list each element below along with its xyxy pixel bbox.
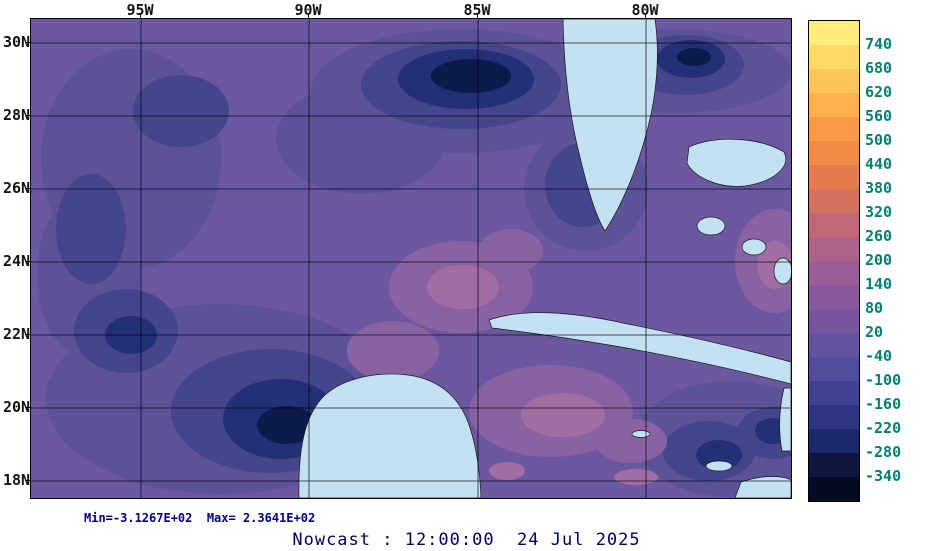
- colorbar: [808, 20, 860, 502]
- colorbar-tick-label: 740: [865, 35, 893, 53]
- lat-tick-mark: [26, 188, 30, 189]
- colorbar-segment: [809, 141, 859, 165]
- gridlines: [31, 19, 791, 498]
- land-bahamas-bank: [686, 138, 787, 187]
- colorbar-tick-label: 200: [865, 251, 893, 269]
- lon-tick-mark: [308, 14, 309, 18]
- colorbar-tick-label: 320: [865, 203, 893, 221]
- lat-tick-mark: [26, 480, 30, 481]
- field-band-darkest: [257, 48, 711, 444]
- colorbar-segment: [809, 429, 859, 453]
- gulf-of-mexico-field-map: [31, 19, 791, 498]
- colorbar-segment: [809, 237, 859, 261]
- nowcast-title: Nowcast : 12:00:00 24 Jul 2025: [292, 530, 641, 550]
- land-bahamas-island: [696, 216, 726, 236]
- colorbar-segment: [809, 333, 859, 357]
- lat-tick-mark: [26, 115, 30, 116]
- lat-tick-label-26N: 26N: [3, 179, 31, 197]
- colorbar-segment: [809, 405, 859, 429]
- lat-tick-label-24N: 24N: [3, 252, 31, 270]
- lat-tick-label-20N: 20N: [3, 398, 31, 416]
- colorbar-segment: [809, 381, 859, 405]
- colorbar-segment: [809, 309, 859, 333]
- lon-tick-mark: [140, 14, 141, 18]
- min-max-stats-label: Min=-3.1267E+02 Max= 2.3641E+02: [84, 511, 316, 525]
- land-bahamas-island: [741, 238, 767, 256]
- colorbar-tick-label: 560: [865, 107, 893, 125]
- lat-tick-label-30N: 30N: [3, 33, 31, 51]
- colorbar-segment: [809, 45, 859, 69]
- lat-tick-mark: [26, 407, 30, 408]
- lat-tick-mark: [26, 42, 30, 43]
- colorbar-segment: [809, 69, 859, 93]
- land-florida: [562, 19, 658, 232]
- lon-tick-label-95W: 95W: [126, 1, 154, 19]
- land-right-edge-strip: [779, 387, 791, 452]
- colorbar-segment: [809, 165, 859, 189]
- colorbar-tick-label: 20: [865, 323, 884, 341]
- land-yucatan: [298, 373, 482, 498]
- colorbar-segment: [809, 285, 859, 309]
- colorbar-tick-label: 140: [865, 275, 893, 293]
- colorbar-tick-label: -220: [865, 419, 902, 437]
- land-masses: [298, 19, 791, 498]
- colorbar-tick-label: -280: [865, 443, 902, 461]
- colorbar-segment: [809, 261, 859, 285]
- colorbar-tick-label: 260: [865, 227, 893, 245]
- colorbar-tick-label: 80: [865, 299, 884, 317]
- colorbar-tick-label: -340: [865, 467, 902, 485]
- land-cuba: [488, 312, 791, 385]
- colorbar-tick-label: 680: [865, 59, 893, 77]
- colorbar-tick-label: 380: [865, 179, 893, 197]
- colorbar-tick-label: -100: [865, 371, 902, 389]
- lat-tick-label-18N: 18N: [3, 471, 31, 489]
- colorbar-tick-label: -40: [865, 347, 893, 365]
- lon-tick-label-85W: 85W: [463, 1, 491, 19]
- colorbar-segment: [809, 357, 859, 381]
- colorbar-tick-label: 620: [865, 83, 893, 101]
- lat-tick-label-22N: 22N: [3, 325, 31, 343]
- colorbar-segment: [809, 477, 859, 501]
- lon-tick-label-90W: 90W: [294, 1, 322, 19]
- lon-tick-label-80W: 80W: [631, 1, 659, 19]
- colorbar-segment: [809, 453, 859, 477]
- colorbar-segment: [809, 93, 859, 117]
- land-cayman: [631, 430, 651, 438]
- colorbar-tick-label: -160: [865, 395, 902, 413]
- lon-tick-mark: [477, 14, 478, 18]
- lat-tick-mark: [26, 261, 30, 262]
- colorbar-tick-label: 440: [865, 155, 893, 173]
- lat-tick-label-28N: 28N: [3, 106, 31, 124]
- colorbar-segment: [809, 189, 859, 213]
- colorbar-tick-label: 500: [865, 131, 893, 149]
- map-plot-area: [30, 18, 792, 499]
- land-jamaica: [705, 460, 733, 472]
- land-hispaniola-corner: [734, 476, 791, 498]
- colorbar-segment: [809, 21, 859, 45]
- colorbar-segment: [809, 117, 859, 141]
- land-bahamas-island: [773, 257, 791, 285]
- colorbar-segment: [809, 213, 859, 237]
- lon-tick-mark: [645, 14, 646, 18]
- lat-tick-mark: [26, 334, 30, 335]
